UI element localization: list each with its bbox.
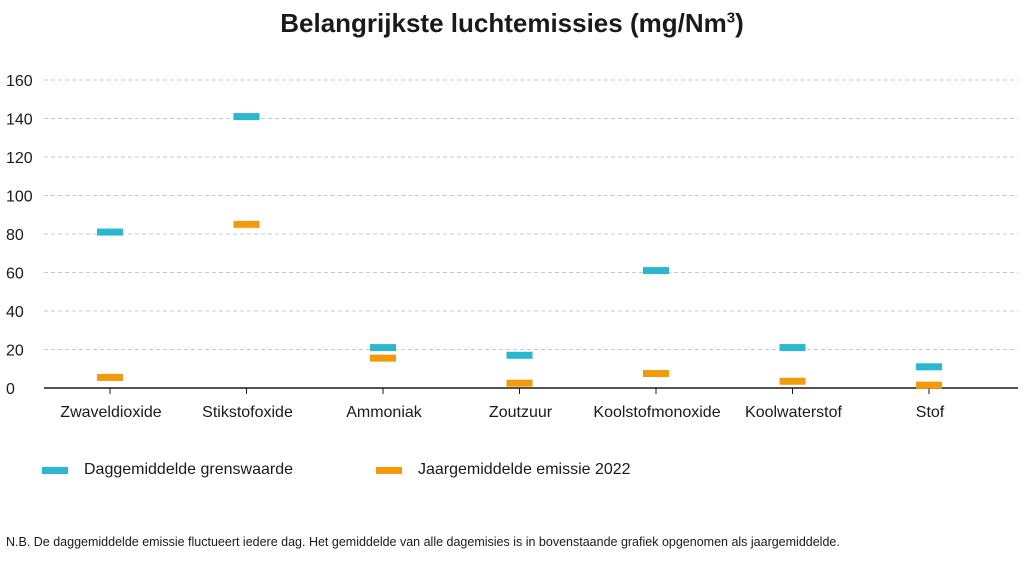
legend-swatch-jaargemiddelde: [376, 466, 402, 474]
legend-label-jaargemiddelde: Jaargemiddelde emissie 2022: [418, 461, 631, 478]
x-tick-label-zoutzuur: Zoutzuur: [489, 404, 553, 421]
data-point-s1-ammoniak: [370, 354, 396, 362]
data-point-s0-ammoniak: [370, 344, 396, 352]
x-tick-label-stof: Stof: [916, 404, 945, 421]
data-point-s0-koolwaterstof: [779, 344, 806, 352]
chart-title-text: Belangrijkste luchtemissies (mg/Nm: [280, 8, 727, 38]
legend-label-daggemiddelde: Daggemiddelde grenswaarde: [84, 461, 294, 478]
y-tick-label-60: 60: [6, 266, 24, 283]
data-point-s1-koolstofmonoxide: [643, 370, 669, 378]
x-tick-label-koolwaterstof: Koolwaterstof: [745, 404, 842, 421]
legend-item-daggemiddelde: Daggemiddelde grenswaarde: [42, 461, 293, 479]
chart-title-suffix: ): [735, 8, 744, 38]
chart-title: Belangrijkste luchtemissies (mg/Nm3): [0, 8, 1024, 39]
y-tick-label-160: 160: [6, 73, 33, 90]
x-tick-label-zwaveldioxide: Zwaveldioxide: [60, 404, 161, 421]
y-tick-label-140: 140: [6, 112, 33, 129]
legend-swatch-daggemiddelde: [42, 466, 68, 474]
data-point-s1-koolwaterstof: [779, 377, 806, 385]
data-point-s1-zwaveldioxide: [97, 373, 123, 381]
data-point-s0-zoutzuur: [506, 351, 533, 359]
y-tick-label-100: 100: [6, 189, 33, 206]
data-point-s0-stof: [916, 363, 942, 371]
data-point-s1-zoutzuur: [506, 379, 533, 387]
footnote: N.B. De daggemiddelde emissie fluctueert…: [6, 535, 840, 549]
y-tick-label-80: 80: [6, 227, 24, 244]
data-point-s0-stikstofoxide: [233, 113, 260, 121]
data-point-s1-stof: [916, 381, 942, 389]
chart-title-superscript: 3: [726, 9, 736, 27]
data-point-s1-stikstofoxide: [233, 220, 260, 228]
x-tick-label-ammoniak: Ammoniak: [346, 404, 423, 421]
y-tick-label-40: 40: [6, 304, 24, 321]
legend-item-jaargemiddelde: Jaargemiddelde emissie 2022: [376, 461, 631, 479]
y-tick-label-120: 120: [6, 150, 33, 167]
y-tick-label-20: 20: [6, 343, 24, 360]
data-point-s0-zwaveldioxide: [97, 228, 123, 236]
data-point-s0-koolstofmonoxide: [643, 267, 669, 275]
x-tick-label-stikstofoxide: Stikstofoxide: [202, 404, 293, 421]
y-tick-label-0: 0: [6, 381, 15, 398]
x-tick-label-koolstofmonoxide: Koolstofmonoxide: [593, 404, 720, 421]
